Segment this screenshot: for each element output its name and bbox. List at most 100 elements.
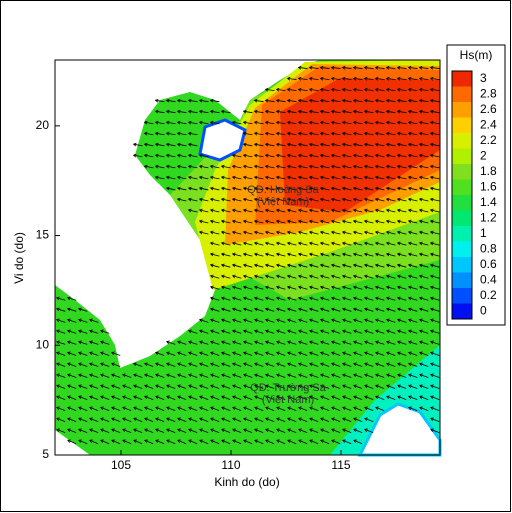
wave-arrow xyxy=(298,395,308,400)
wave-arrow xyxy=(188,439,198,445)
wave-arrow xyxy=(363,208,374,213)
wave-arrow xyxy=(264,175,275,180)
x-axis-label: Kinh do (do) xyxy=(214,475,279,489)
wave-arrow xyxy=(287,417,297,423)
wave-arrow xyxy=(253,307,264,312)
colorbar-label: 0.8 xyxy=(480,241,497,255)
wave-arrow xyxy=(352,285,363,290)
wave-arrow xyxy=(242,164,253,169)
wave-arrow xyxy=(330,285,341,290)
wave-arrow xyxy=(177,384,187,389)
wave-arrow xyxy=(407,175,418,180)
wave-arrow xyxy=(231,175,242,180)
wave-arrow xyxy=(253,164,264,169)
wave-arrow xyxy=(407,252,418,257)
wave-arrow xyxy=(330,153,341,158)
wave-arrow xyxy=(385,142,396,147)
wave-arrow xyxy=(363,230,374,235)
wave-arrow xyxy=(374,296,385,301)
wave-arrow xyxy=(374,285,385,290)
wave-arrow xyxy=(286,153,297,158)
wave-arrow xyxy=(166,417,176,423)
wave-arrow xyxy=(429,307,440,312)
wave-arrow xyxy=(363,109,374,114)
wave-arrow xyxy=(242,153,253,158)
wave-arrow xyxy=(242,318,253,323)
wave-arrow xyxy=(385,285,396,290)
wave-arrow xyxy=(418,153,429,158)
wave-arrow xyxy=(309,373,319,378)
wave-arrow xyxy=(242,274,253,279)
wave-arrow xyxy=(385,307,396,312)
wave-arrow xyxy=(353,406,363,411)
wave-arrow xyxy=(308,186,319,191)
wave-arrow xyxy=(385,318,396,323)
colorbar-box xyxy=(452,210,472,226)
wave-arrow xyxy=(319,98,330,103)
wave-arrow xyxy=(396,263,407,268)
wave-arrow xyxy=(374,164,385,169)
wave-arrow xyxy=(364,362,374,367)
wave-arrow xyxy=(66,340,77,345)
wave-arrow xyxy=(78,428,88,434)
wave-arrow xyxy=(319,109,330,114)
wave-arrow xyxy=(298,351,308,356)
wave-arrow xyxy=(429,219,440,224)
wave-arrow xyxy=(89,362,99,367)
wave-arrow xyxy=(220,307,231,312)
wave-arrow xyxy=(397,362,407,367)
wave-arrow xyxy=(275,131,286,136)
wave-arrow xyxy=(188,406,198,411)
wave-arrow xyxy=(374,65,385,70)
wave-arrow xyxy=(374,120,385,125)
wave-arrow xyxy=(407,120,418,125)
wave-arrow xyxy=(418,76,429,81)
wave-arrow xyxy=(352,197,363,202)
y-tick-label: 5 xyxy=(42,447,49,461)
wave-arrow xyxy=(319,252,330,257)
wave-arrow xyxy=(165,340,176,345)
wave-arrow xyxy=(144,384,154,389)
wave-arrow xyxy=(374,109,385,114)
wave-arrow xyxy=(187,186,198,191)
wave-arrow xyxy=(242,219,253,224)
wave-arrow xyxy=(418,307,429,312)
wave-arrow xyxy=(264,208,275,213)
wave-arrow xyxy=(308,318,319,323)
wave-arrow xyxy=(187,153,198,158)
wave-arrow xyxy=(287,395,297,400)
wave-arrow xyxy=(242,142,253,147)
wave-arrow xyxy=(429,208,440,213)
wave-arrow xyxy=(66,329,77,334)
wave-arrow xyxy=(319,153,330,158)
colorbar-box xyxy=(452,117,472,133)
wave-arrow xyxy=(308,340,319,345)
wave-arrow xyxy=(341,340,352,345)
wave-arrow xyxy=(264,131,275,136)
wave-arrow xyxy=(297,65,308,70)
wave-arrow xyxy=(341,285,352,290)
wave-arrow xyxy=(254,373,264,378)
wave-arrow xyxy=(297,252,308,257)
wave-arrow xyxy=(264,120,275,125)
wave-arrow xyxy=(199,351,209,356)
wave-arrow xyxy=(308,175,319,180)
wave-arrow xyxy=(320,439,330,445)
wave-arrow xyxy=(396,296,407,301)
wave-arrow xyxy=(67,384,77,389)
wave-arrow xyxy=(352,263,363,268)
wave-arrow xyxy=(407,131,418,136)
wave-arrow xyxy=(330,164,341,169)
wave-arrow xyxy=(199,417,209,423)
wave-arrow xyxy=(165,175,176,180)
wave-arrow xyxy=(209,263,220,268)
wave-arrow xyxy=(198,329,209,334)
colorbar-label: 2.2 xyxy=(480,133,497,147)
wave-arrow xyxy=(385,153,396,158)
wave-arrow xyxy=(352,186,363,191)
wave-arrow xyxy=(374,98,385,103)
wave-arrow xyxy=(429,252,440,257)
wave-arrow xyxy=(188,417,198,423)
wave-arrow xyxy=(209,208,220,213)
wave-arrow xyxy=(375,384,385,389)
